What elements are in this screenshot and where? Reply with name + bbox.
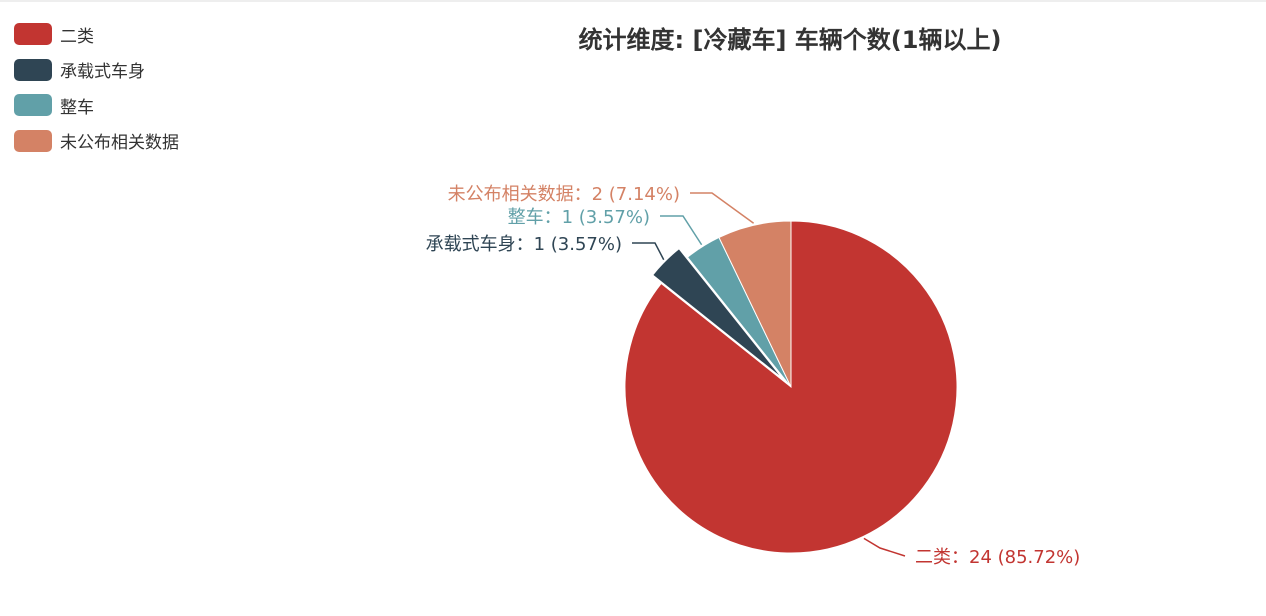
pie-slice-1[interactable] [652,248,783,379]
slice-label-2: 整车：1 (3.57%) [508,207,650,228]
legend-swatch-2 [14,94,52,116]
legend-swatch-3 [14,129,52,152]
legend-item-0[interactable]: 二类 [14,22,179,47]
slice-label-0: 二类：24 (85.72%) [915,547,1080,568]
legend-label-0: 二类 [60,26,94,47]
legend-label-1: 承载式车身 [60,62,145,82]
legend-item-1[interactable]: 承载式车身 [14,58,179,82]
legend-swatch-0 [14,23,52,45]
legend-label-2: 整车 [60,97,94,118]
leader-line-0 [863,537,906,557]
legend-label-3: 未公布相关数据 [60,133,179,153]
chart-title: 统计维度: [冷藏车] 车辆个数(1辆以上) [578,26,1002,54]
chart-legend: 二类 承载式车身 整车 未公布相关数据 [14,22,179,164]
legend-item-3[interactable]: 未公布相关数据 [14,129,179,153]
leader-line-1 [632,242,665,261]
leader-line-2 [660,215,703,246]
legend-item-2[interactable]: 整车 [14,93,179,118]
leader-line-3 [690,192,755,224]
slice-label-1: 承载式车身：1 (3.57%) [426,234,622,255]
top-border [0,0,1266,2]
slice-label-3: 未公布相关数据：2 (7.14%) [448,184,680,205]
legend-swatch-1 [14,58,52,81]
pie-slice-3[interactable] [718,220,792,388]
